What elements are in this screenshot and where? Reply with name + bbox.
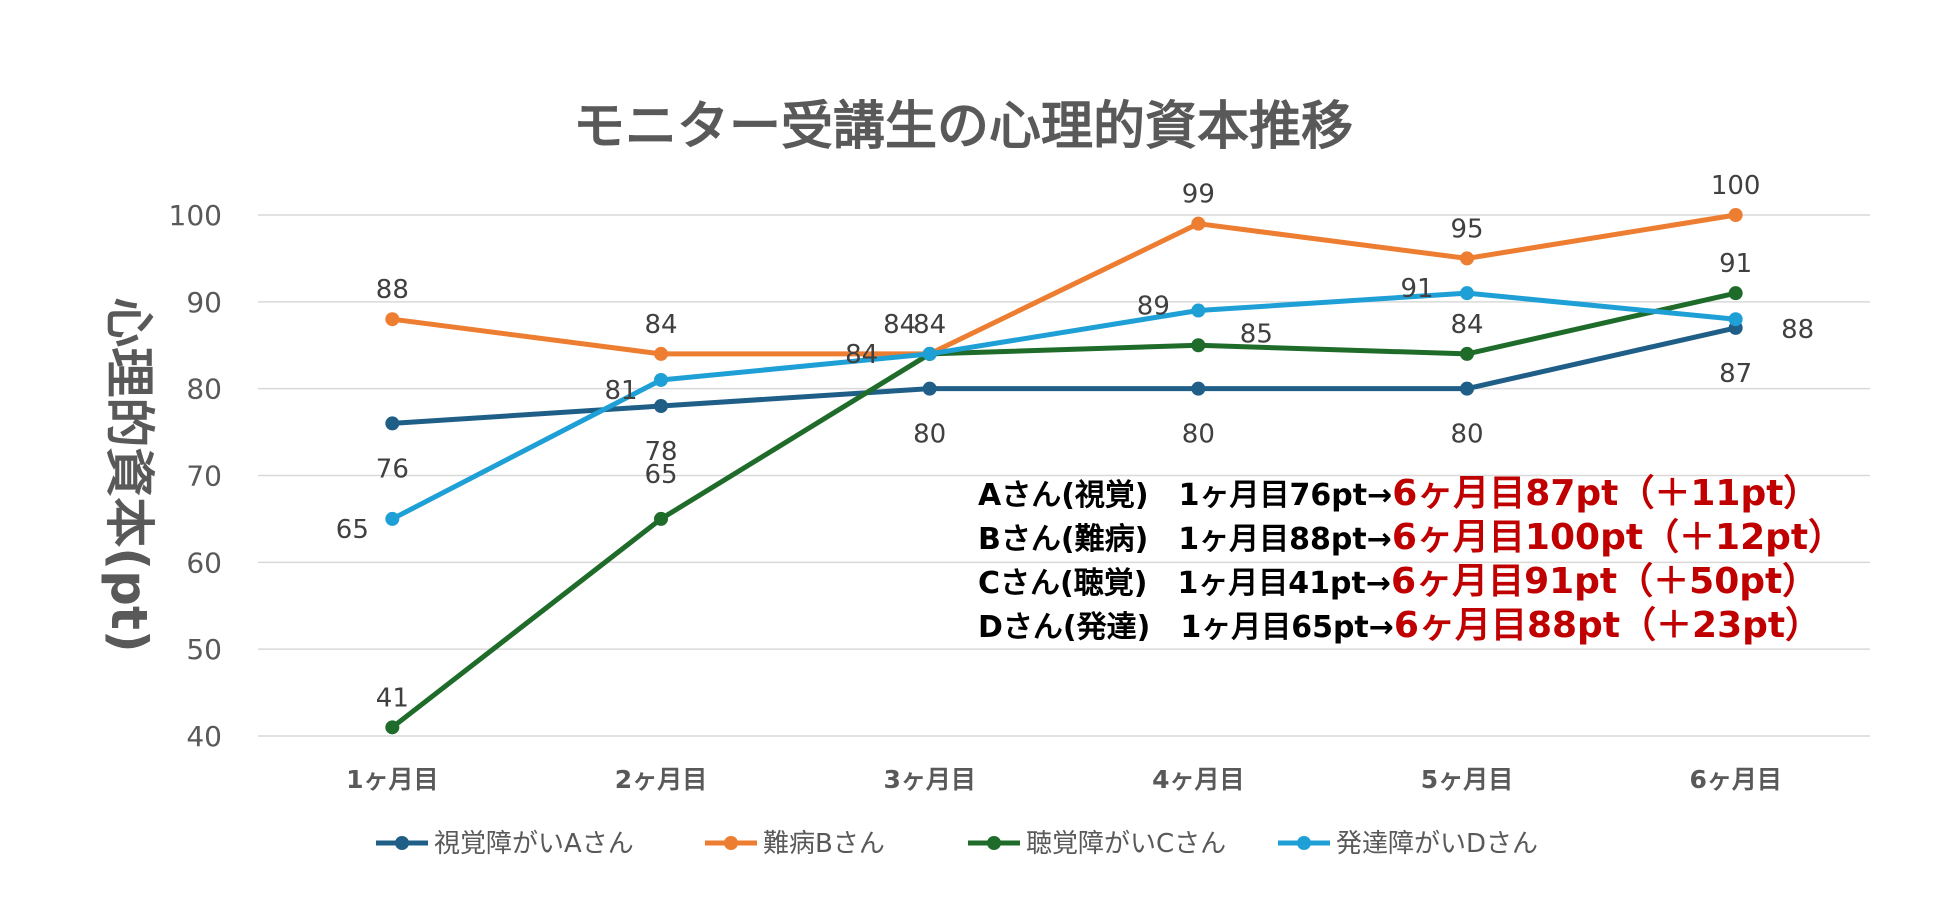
data-point [1191, 216, 1206, 231]
annotation-line: Aさん(視覚) 1ヶ月目76pt→6ヶ月目87pt（＋11pt） [978, 473, 1819, 514]
y-axis-label: 心理的資本(pt) [100, 297, 158, 652]
x-tick-label: 3ヶ月目 [883, 765, 975, 794]
data-point [922, 346, 937, 361]
y-tick-label: 90 [186, 286, 222, 319]
annotation-start: Dさん(発達) 1ヶ月目65pt→ [978, 610, 1394, 645]
legend-marker [1297, 836, 1311, 850]
x-tick-label: 1ヶ月目 [346, 765, 438, 794]
legend: 視覚障がいAさん 難病Bさん 聴覚障がいCさん 発達障がいDさん [376, 829, 1538, 859]
data-label: 80 [1450, 420, 1483, 450]
legend-item: 発達障がいDさん [1278, 829, 1538, 859]
data-label: 88 [376, 275, 409, 305]
data-point [654, 372, 668, 387]
data-point [1728, 286, 1743, 301]
data-point [385, 312, 400, 327]
series-4 [385, 286, 1743, 526]
legend-item: 聴覚障がいCさん [968, 829, 1226, 859]
data-point [1460, 286, 1474, 301]
annotation-box: Aさん(視覚) 1ヶ月目76pt→6ヶ月目87pt（＋11pt）Bさん(難病) … [978, 473, 1844, 646]
data-point [654, 511, 668, 526]
data-point [1191, 303, 1206, 318]
series-line [391, 290, 1736, 522]
legend-label: 聴覚障がいCさん [1026, 829, 1226, 859]
data-label: 89 [1137, 292, 1170, 322]
y-tick-label: 40 [186, 720, 222, 753]
data-point [1191, 381, 1206, 396]
data-point [922, 381, 937, 396]
data-label: 87 [1719, 359, 1752, 389]
y-axis-ticks: 40 50 60 70 80 90 100 [169, 199, 222, 753]
data-label: 91 [1719, 249, 1752, 279]
data-label: 76 [376, 454, 409, 484]
annotation-line: Bさん(難病) 1ヶ月目88pt→6ヶ月目100pt（＋12pt） [978, 517, 1844, 558]
annotation-line: Dさん(発達) 1ヶ月目65pt→6ヶ月目88pt（＋23pt） [978, 605, 1821, 646]
data-point [385, 511, 400, 526]
data-point [385, 416, 400, 431]
legend-item: 難病Bさん [705, 829, 885, 859]
data-label: 81 [604, 376, 637, 406]
legend-label: 難病Bさん [763, 829, 885, 859]
data-label: 78 [644, 437, 677, 467]
x-axis-ticks: 1ヶ月目 2ヶ月目 3ヶ月目 4ヶ月目 5ヶ月目 6ヶ月目 [346, 765, 1782, 794]
data-label: 100 [1711, 171, 1761, 201]
legend-marker [724, 836, 738, 850]
data-point [1460, 381, 1474, 396]
data-point [1191, 338, 1206, 353]
y-tick-label: 100 [169, 199, 222, 232]
data-label: 95 [1450, 214, 1483, 244]
series-line [392, 325, 1737, 426]
data-label: 80 [1182, 420, 1215, 450]
data-label: 80 [913, 420, 946, 450]
y-tick-label: 60 [186, 546, 222, 579]
x-tick-label: 4ヶ月目 [1152, 765, 1244, 794]
annotation-result: 6ヶ月目100pt（＋12pt） [1392, 517, 1844, 558]
data-point [654, 346, 668, 361]
data-label: 85 [1240, 319, 1273, 349]
series-line [392, 212, 1737, 357]
series-1 [385, 320, 1743, 431]
data-label: 65 [644, 460, 677, 490]
chart-title: モニター受講生の心理的資本推移 [573, 97, 1353, 157]
y-tick-label: 70 [186, 460, 222, 493]
series-line [390, 290, 1737, 730]
y-tick-label: 80 [186, 373, 222, 406]
annotation-start: Bさん(難病) 1ヶ月目88pt→ [978, 522, 1392, 557]
data-point [654, 399, 668, 414]
data-label: 84 [883, 310, 916, 340]
data-point [1460, 251, 1474, 266]
data-label: 84 [1450, 310, 1483, 340]
legend-label: 発達障がいDさん [1336, 829, 1538, 859]
annotation-result: 6ヶ月目88pt（＋23pt） [1394, 605, 1821, 646]
legend-marker [987, 836, 1001, 850]
data-point [385, 720, 400, 735]
data-label: 65 [336, 515, 369, 545]
annotation-result: 6ヶ月目91pt（＋50pt） [1391, 561, 1818, 602]
data-point [1728, 208, 1743, 222]
annotation-result: 6ヶ月目87pt（＋11pt） [1392, 473, 1819, 514]
legend-label: 視覚障がいAさん [434, 829, 634, 859]
data-point [1460, 346, 1474, 361]
series-lines [385, 208, 1743, 735]
data-label: 99 [1182, 180, 1215, 210]
x-tick-label: 5ヶ月目 [1421, 765, 1513, 794]
data-label: 84 [644, 310, 677, 340]
legend-item: 視覚障がいAさん [376, 829, 634, 859]
y-tick-label: 50 [186, 633, 222, 666]
annotation-line: Cさん(聴覚) 1ヶ月目41pt→6ヶ月目91pt（＋50pt） [978, 561, 1818, 602]
annotation-start: Cさん(聴覚) 1ヶ月目41pt→ [978, 566, 1391, 601]
data-point [1728, 312, 1743, 327]
annotation-start: Aさん(視覚) 1ヶ月目76pt→ [978, 478, 1392, 513]
x-tick-label: 2ヶ月目 [615, 765, 707, 794]
data-label: 84 [845, 340, 878, 370]
legend-marker [395, 836, 409, 850]
data-label: 84 [913, 310, 946, 340]
data-label: 41 [376, 683, 409, 713]
data-label: 88 [1781, 315, 1814, 345]
data-label: 91 [1400, 274, 1433, 304]
x-tick-label: 6ヶ月目 [1689, 765, 1781, 794]
